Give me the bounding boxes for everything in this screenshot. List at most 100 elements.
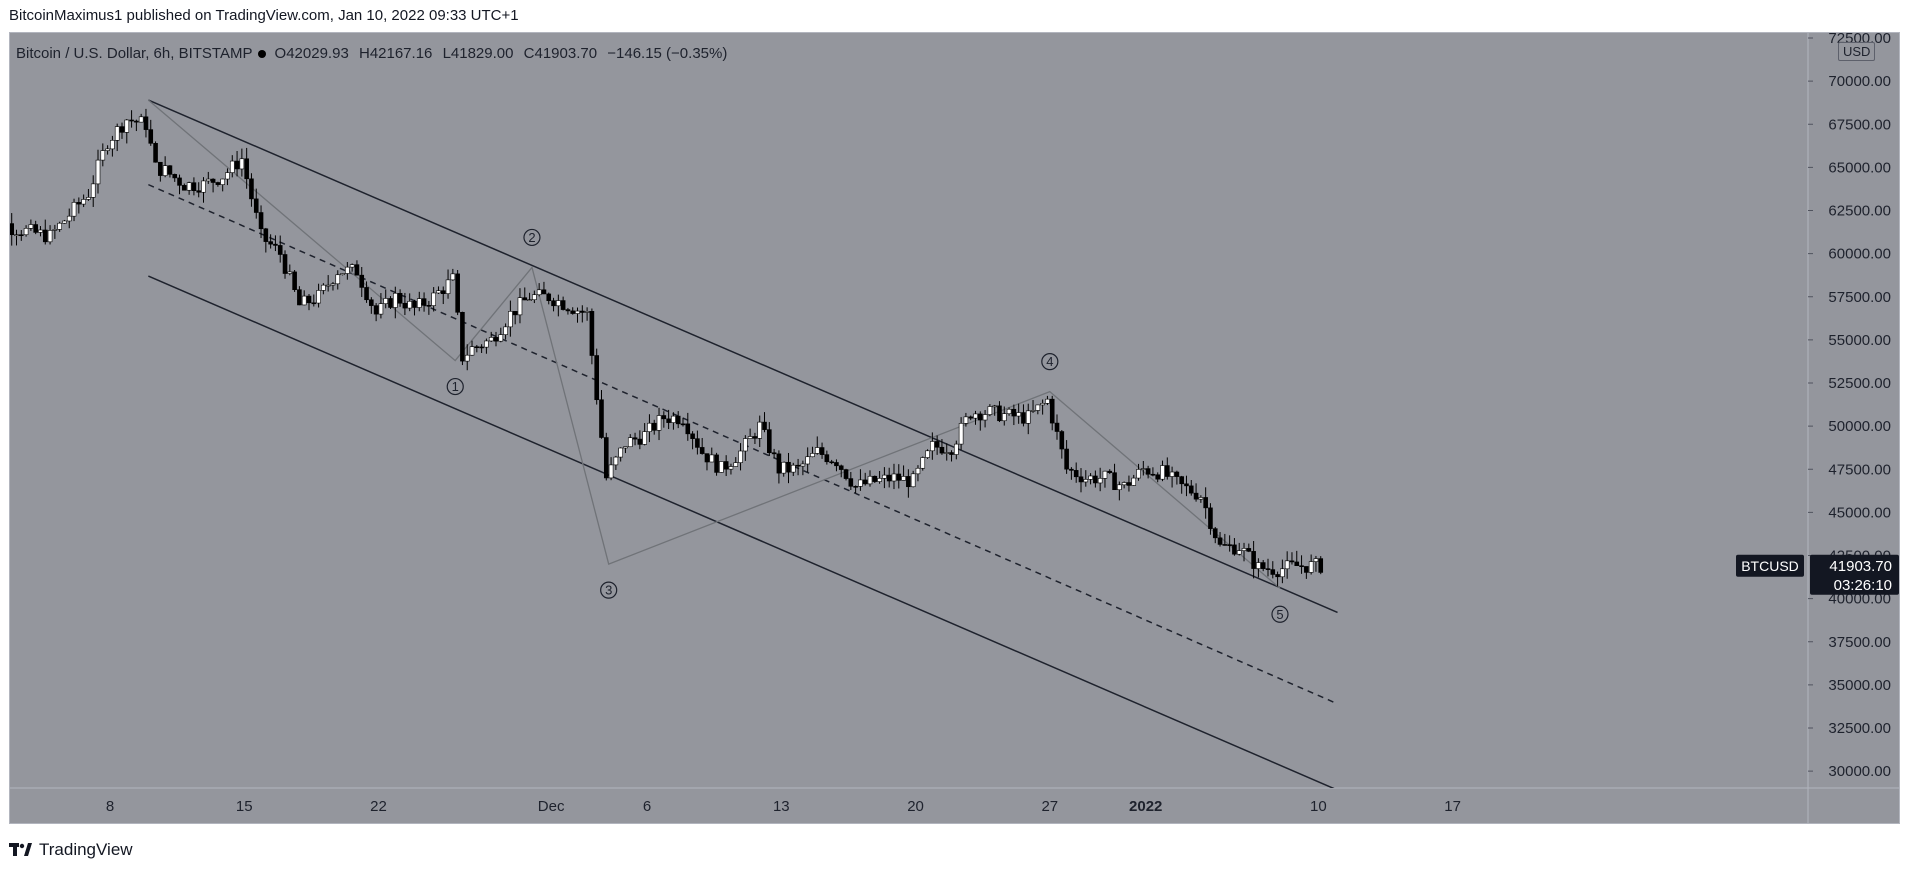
- candle-up: [805, 456, 810, 465]
- candle-down: [18, 234, 24, 237]
- candle-up: [340, 273, 345, 276]
- candle-up: [954, 443, 959, 455]
- candle-down: [455, 273, 460, 313]
- candle-down: [42, 229, 48, 243]
- candle-down: [651, 422, 657, 431]
- candle-down: [306, 295, 312, 304]
- last-price-label[interactable]: 41903.70: [1829, 558, 1892, 575]
- candle-up: [469, 346, 475, 356]
- candle-down: [167, 165, 173, 175]
- candle-down: [680, 423, 686, 426]
- chart-frame[interactable]: [9, 32, 1900, 824]
- candle-down: [421, 298, 427, 306]
- candle-up: [982, 414, 988, 421]
- candle-up: [1241, 548, 1247, 551]
- candle-up: [1102, 470, 1108, 479]
- change-value: −146.15 (−0.35%): [607, 45, 728, 62]
- candle-up: [1136, 469, 1141, 479]
- candle-down: [1174, 471, 1180, 477]
- candle-down: [268, 241, 273, 245]
- price-axis-label: 57500.00: [1828, 289, 1891, 306]
- candle-up: [642, 431, 647, 445]
- candle-down: [843, 469, 849, 479]
- candle-up: [958, 423, 964, 445]
- candle-up: [1256, 562, 1261, 569]
- time-axis-label: 15: [236, 798, 253, 815]
- price-axis-label: 35000.00: [1828, 677, 1891, 694]
- tradingview-logo[interactable]: TradingView: [9, 840, 133, 860]
- candle-down: [1193, 492, 1199, 500]
- price-axis-label: 67500.00: [1828, 116, 1891, 133]
- candle-up: [1236, 550, 1242, 555]
- candle-down: [1260, 562, 1266, 569]
- currency-badge[interactable]: USD: [1838, 42, 1876, 61]
- candle-up: [445, 279, 451, 294]
- candle-down: [0, 216, 4, 226]
- candle-down: [369, 299, 374, 306]
- candle-down: [1294, 561, 1300, 567]
- candle-up: [1169, 471, 1175, 477]
- channel-lower-line: [148, 275, 1335, 788]
- candle-up: [138, 116, 144, 123]
- candle-up: [1308, 561, 1314, 573]
- candle-down: [896, 473, 902, 481]
- candle-up: [1001, 413, 1007, 422]
- candle-up: [1025, 410, 1031, 424]
- candle-down: [426, 305, 432, 307]
- candle-up: [781, 461, 786, 474]
- candle-up: [800, 463, 806, 467]
- candle-up: [488, 337, 494, 342]
- candle-up: [508, 311, 513, 328]
- candle-down: [1069, 468, 1074, 471]
- candle-down: [862, 479, 868, 485]
- candle-up: [1016, 412, 1021, 417]
- candle-up: [987, 406, 993, 415]
- candle-up: [738, 450, 743, 463]
- candle-down: [853, 486, 858, 488]
- candle-down: [637, 438, 643, 445]
- candle-up: [527, 299, 532, 302]
- plot-area[interactable]: 1 2 3 4 5: [0, 99, 1338, 790]
- candle-up: [930, 441, 935, 452]
- candle-down: [551, 300, 556, 307]
- candle-down: [1126, 482, 1132, 486]
- candle-down: [824, 454, 830, 463]
- candle-down: [968, 416, 974, 419]
- candle-down: [752, 436, 758, 439]
- candle-up: [858, 479, 863, 487]
- candle-up: [627, 437, 633, 448]
- candle-down: [143, 116, 149, 130]
- candle-up: [287, 271, 293, 274]
- wave-label-circle: [600, 581, 618, 599]
- candle-up: [910, 473, 916, 488]
- candle-up: [963, 416, 969, 424]
- candle-up: [325, 284, 331, 287]
- open-key: O: [274, 45, 287, 62]
- candle-down: [440, 290, 446, 294]
- candle-up: [556, 300, 561, 307]
- candle-down: [1299, 565, 1304, 568]
- price-axis-label: 40000.00: [1828, 591, 1891, 608]
- candle-down: [603, 437, 609, 479]
- candle-down: [1179, 476, 1184, 485]
- candle-down: [215, 182, 221, 185]
- candle-down: [479, 346, 484, 349]
- symbol-legend[interactable]: Bitcoin / U.S. Dollar, 6h, BITSTAMP O420…: [16, 45, 727, 62]
- candle-up: [920, 457, 926, 469]
- candle-up: [1198, 497, 1204, 500]
- candle-up: [436, 290, 441, 294]
- publisher-line[interactable]: BitcoinMaximus1 published on TradingView…: [9, 7, 519, 24]
- candle-up: [1313, 558, 1319, 562]
- price-axis-label: 60000.00: [1828, 246, 1891, 263]
- candle-down: [153, 143, 158, 163]
- candle-up: [335, 274, 341, 285]
- candle-up: [608, 464, 614, 479]
- candle-down: [234, 160, 240, 170]
- symbol-tag-label[interactable]: BTCUSD: [1741, 558, 1799, 574]
- price-axis-label: 30000.00: [1828, 763, 1891, 780]
- candle-down: [1164, 465, 1170, 477]
- candle-down: [258, 212, 264, 230]
- candle-up: [321, 284, 326, 291]
- close-key: C: [523, 45, 535, 62]
